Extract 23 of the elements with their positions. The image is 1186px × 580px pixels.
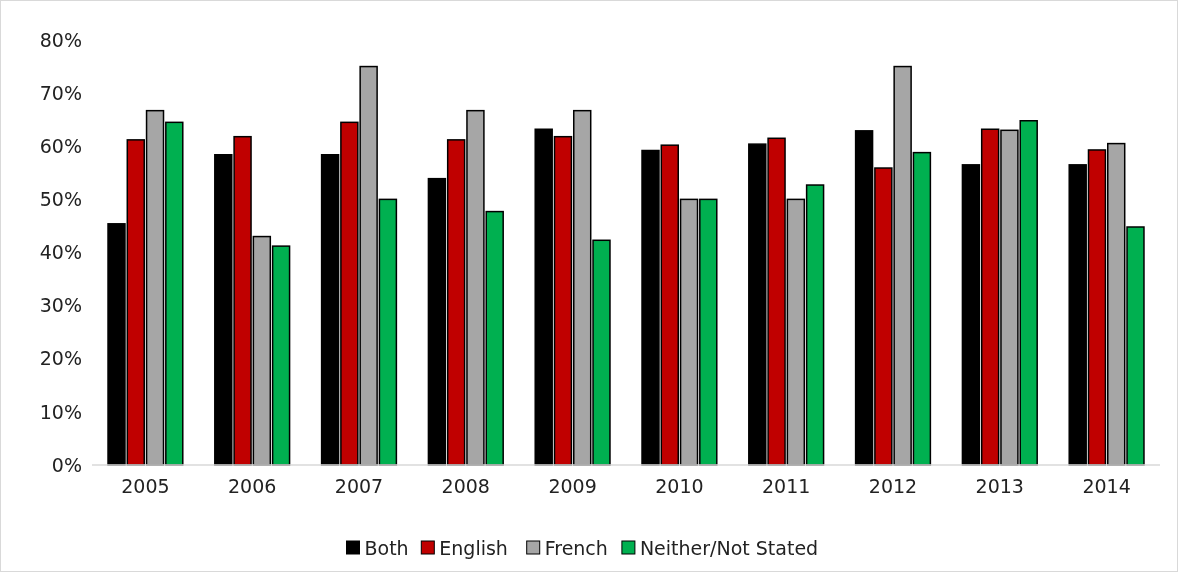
y-tick-label: 50% [39, 188, 82, 211]
x-tick-label: 2005 [121, 475, 170, 497]
y-tick-label: 30% [39, 294, 82, 317]
x-tick-label: 2012 [868, 475, 918, 497]
x-tick-label: 2008 [441, 475, 490, 497]
x-tick-label: 2007 [334, 475, 384, 497]
y-tick-label: 60% [39, 134, 82, 157]
legend-label: English [439, 536, 508, 559]
y-tick-label: 0% [51, 453, 82, 476]
y-tick-label: 20% [39, 347, 82, 370]
x-tick-label: 2010 [655, 475, 704, 497]
x-tick-label: 2014 [1082, 475, 1131, 497]
legend-label: French [544, 536, 608, 559]
y-tick-label: 80% [39, 28, 82, 51]
legend-label: Both [364, 536, 409, 559]
x-tick-label: 2013 [975, 475, 1024, 497]
y-tick-label: 10% [39, 400, 82, 423]
y-tick-label: 40% [39, 241, 82, 264]
legend-label: Neither/Not Stated [639, 536, 819, 559]
y-tick-label: 70% [39, 81, 82, 104]
x-tick-label: 2011 [762, 475, 811, 497]
x-tick-label: 2009 [548, 475, 597, 497]
x-tick-label: 2006 [228, 475, 277, 497]
